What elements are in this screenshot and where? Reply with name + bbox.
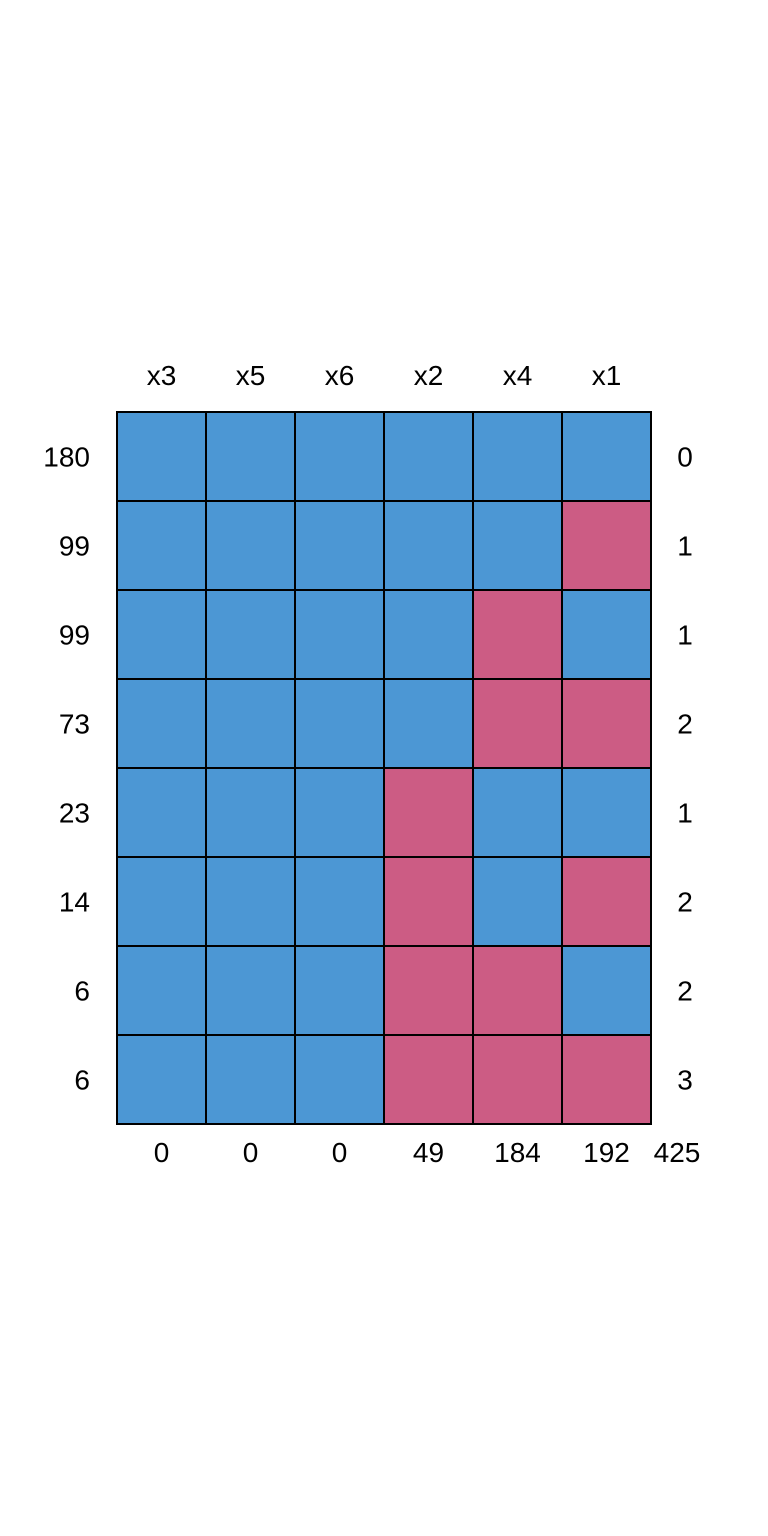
pattern-cell xyxy=(472,589,563,680)
pattern-cell xyxy=(383,411,474,502)
row-count-label: 14 xyxy=(59,887,90,918)
row-missing-label: 2 xyxy=(677,887,693,918)
pattern-cell xyxy=(205,856,296,947)
pattern-cell xyxy=(116,500,207,591)
pattern-cell xyxy=(294,678,385,769)
pattern-cell xyxy=(561,945,652,1036)
column-label: x4 xyxy=(503,360,533,391)
row-count-label: 99 xyxy=(59,620,90,651)
pattern-cell xyxy=(205,411,296,502)
pattern-cell xyxy=(561,856,652,947)
pattern-cell xyxy=(205,589,296,680)
pattern-cell xyxy=(116,767,207,858)
column-label: x3 xyxy=(147,360,177,391)
pattern-cell xyxy=(561,678,652,769)
pattern-cell xyxy=(383,589,474,680)
column-missing-label: 0 xyxy=(154,1137,170,1168)
pattern-cell xyxy=(472,411,563,502)
pattern-cell xyxy=(116,1034,207,1125)
pattern-cell xyxy=(116,678,207,769)
row-missing-label: 0 xyxy=(677,442,693,473)
pattern-cell xyxy=(116,589,207,680)
pattern-cell xyxy=(472,945,563,1036)
pattern-cell xyxy=(561,411,652,502)
pattern-cell xyxy=(294,500,385,591)
row-count-label: 6 xyxy=(74,976,90,1007)
row-missing-labels: 0 1 1 2 1 2 2 3 xyxy=(677,442,693,1096)
column-missing-label: 0 xyxy=(332,1137,348,1168)
pattern-cell xyxy=(561,767,652,858)
pattern-cell xyxy=(383,500,474,591)
pattern-cell xyxy=(294,411,385,502)
pattern-cell xyxy=(383,1034,474,1125)
pattern-cell xyxy=(294,856,385,947)
pattern-cell xyxy=(472,678,563,769)
column-labels: x3 x5 x6 x2 x4 x1 xyxy=(147,360,622,391)
pattern-cell xyxy=(116,856,207,947)
pattern-cell xyxy=(472,767,563,858)
pattern-cell xyxy=(472,500,563,591)
pattern-cell xyxy=(383,678,474,769)
column-label: x6 xyxy=(325,360,355,391)
column-label: x1 xyxy=(592,360,622,391)
row-count-label: 23 xyxy=(59,798,90,829)
pattern-cell xyxy=(472,1034,563,1125)
pattern-cell xyxy=(383,767,474,858)
column-missing-label: 192 xyxy=(583,1137,630,1168)
column-label: x2 xyxy=(414,360,444,391)
pattern-cell xyxy=(472,856,563,947)
total-missing-label: 425 xyxy=(654,1137,701,1168)
pattern-cell xyxy=(205,678,296,769)
column-missing-label: 184 xyxy=(494,1137,541,1168)
pattern-cell xyxy=(294,589,385,680)
row-count-label: 6 xyxy=(74,1065,90,1096)
row-count-label: 180 xyxy=(43,442,90,473)
pattern-cell xyxy=(294,1034,385,1125)
pattern-cell xyxy=(561,500,652,591)
column-missing-labels: 0 0 0 49 184 192 xyxy=(154,1137,630,1168)
row-count-label: 99 xyxy=(59,531,90,562)
row-missing-label: 1 xyxy=(677,620,693,651)
column-missing-label: 49 xyxy=(413,1137,444,1168)
pattern-cell xyxy=(205,945,296,1036)
column-label: x5 xyxy=(236,360,266,391)
row-missing-label: 2 xyxy=(677,709,693,740)
pattern-cell xyxy=(383,945,474,1036)
pattern-cell xyxy=(294,767,385,858)
pattern-cell xyxy=(116,945,207,1036)
row-missing-label: 2 xyxy=(677,976,693,1007)
pattern-cells xyxy=(116,411,652,1125)
pattern-cell xyxy=(205,1034,296,1125)
pattern-cell xyxy=(205,500,296,591)
row-missing-label: 1 xyxy=(677,531,693,562)
pattern-cell xyxy=(294,945,385,1036)
row-count-labels: 180 99 99 73 23 14 6 6 xyxy=(43,442,90,1096)
row-missing-label: 1 xyxy=(677,798,693,829)
pattern-cell xyxy=(561,589,652,680)
column-missing-label: 0 xyxy=(243,1137,259,1168)
pattern-cell xyxy=(205,767,296,858)
pattern-cell xyxy=(561,1034,652,1125)
row-count-label: 73 xyxy=(59,709,90,740)
pattern-cell xyxy=(383,856,474,947)
row-missing-label: 3 xyxy=(677,1065,693,1096)
pattern-cell xyxy=(116,411,207,502)
